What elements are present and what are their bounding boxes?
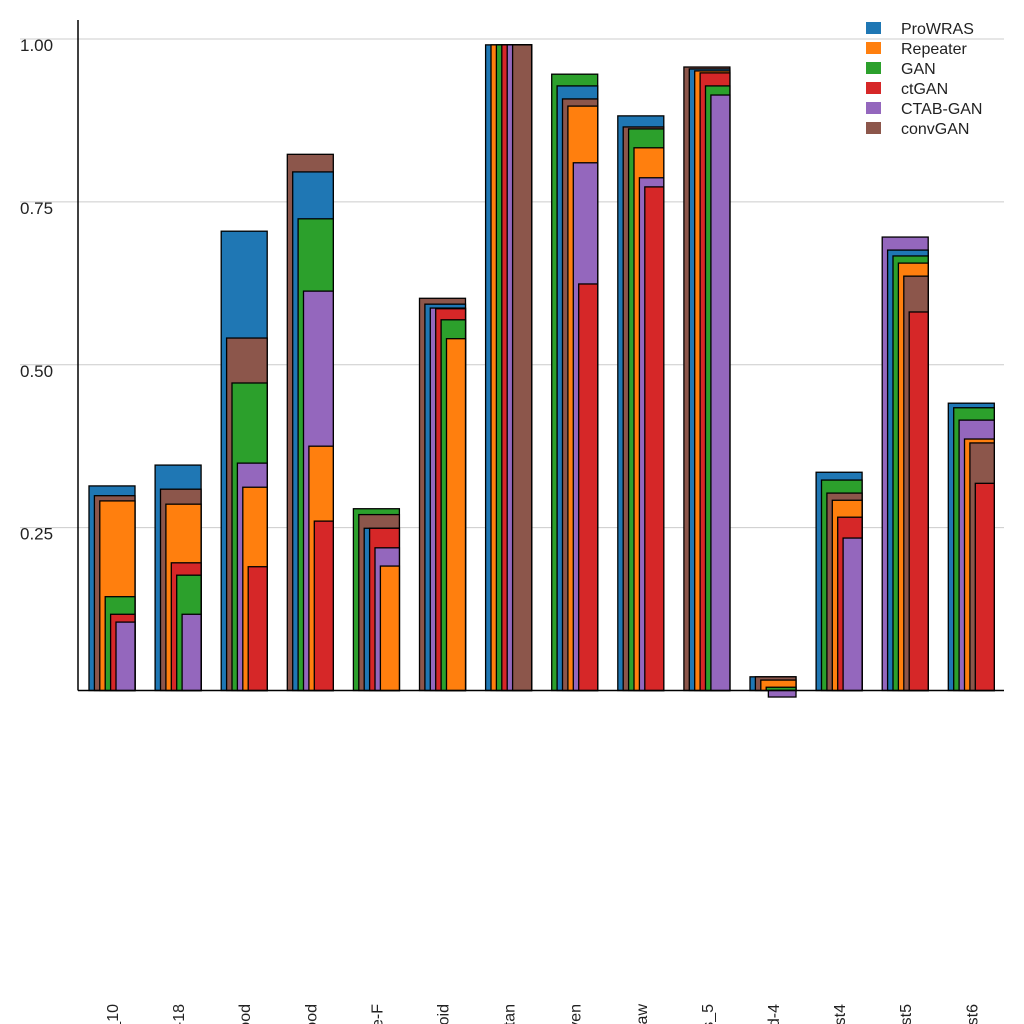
x-axis-labels: abalone_17_vs_7_8_9_10 abalone9-18 car_goo… [105, 1004, 981, 1024]
legend-swatch-Repeater [866, 42, 881, 54]
legend-swatch-convGAN [866, 122, 881, 134]
bar-group-kr-vs-k-zero-one_vs_draw [617, 115, 665, 692]
bar-group-abalone_17_vs_7_8_9_10 [88, 485, 136, 692]
x-tick-label: abalone9-18 [171, 1004, 188, 1024]
bar-CTAB-GAN [181, 613, 202, 692]
x-tick-label: winequality-red-4 [766, 1004, 783, 1024]
legend-label: GAN [901, 61, 936, 78]
bar-group-yeast6 [947, 402, 995, 692]
x-tick-label: yeast5 [898, 1004, 915, 1024]
y-tick-label: 0.75 [20, 199, 53, 218]
bar-group-shuttle-2_vs_5 [683, 66, 731, 692]
x-tick-label: yeast6 [964, 1004, 981, 1024]
x-tick-label: car-vgood [303, 1004, 320, 1024]
y-tick-label: 1.00 [20, 36, 53, 55]
y-tick-label: 0.25 [20, 525, 53, 544]
bar-group-abalone9-18 [154, 464, 202, 692]
bar-group-yeast5 [881, 236, 929, 692]
x-tick-label: hypothyroid [436, 1004, 453, 1024]
bar-Repeater [379, 565, 401, 692]
bar-ctGAN [313, 520, 334, 692]
bar-group-winequality-red-4 [749, 676, 797, 698]
bar-ctGAN [247, 566, 268, 692]
legend-swatch-GAN [866, 62, 881, 74]
bar-ctGAN [908, 311, 929, 692]
bar-group-kr-vs-k-three_vs_eleven [551, 73, 599, 692]
bar-group-hypothyroid [418, 297, 467, 692]
bar-CTAB-GAN [842, 537, 863, 692]
bar-ctGAN [974, 482, 995, 692]
legend-swatch-CTAB-GAN [866, 102, 881, 114]
bar-CTAB-GAN [115, 621, 136, 692]
y-axis-ticks: 0.25 0.50 0.75 1.00 [20, 36, 53, 544]
bar-group-yeast4 [815, 471, 863, 692]
bar-Repeater [445, 338, 467, 692]
bar-ctGAN [578, 283, 599, 692]
bar-group-car_good [220, 230, 268, 692]
legend: ProWRAS Repeater GAN ctGAN CTAB-GAN convGAN [866, 21, 982, 138]
x-tick-label: shuttle-2_vs_5 [700, 1004, 717, 1024]
bar-CTAB-GAN [710, 94, 731, 692]
legend-label: ProWRAS [901, 21, 974, 38]
legend-swatch-ctGAN [866, 82, 881, 94]
x-tick-label: flare-F [369, 1004, 386, 1024]
legend-label: ctGAN [901, 81, 948, 98]
legend-swatch-ProWRAS [866, 22, 881, 34]
bar-group-flare-F [352, 508, 401, 692]
x-tick-label: yeast4 [832, 1004, 849, 1024]
bars [88, 44, 995, 698]
y-tick-label: 0.50 [20, 362, 53, 381]
legend-label: convGAN [901, 121, 969, 138]
x-tick-label: kr-vs-k-zero-one_vs_draw [634, 1004, 651, 1024]
bar-CTAB-GAN [767, 689, 797, 698]
x-tick-label: abalone_17_vs_7_8_9_10 [105, 1004, 122, 1024]
bar-group-kddcup-guess_passwd_vs_satan [484, 44, 533, 692]
x-tick-label: car_good [237, 1004, 254, 1024]
bar-ctGAN [644, 186, 665, 692]
x-tick-label: kddcup-guess_passwd_vs_satan [502, 1004, 519, 1024]
legend-label: CTAB-GAN [901, 101, 982, 118]
bar-convGAN [511, 44, 533, 692]
bar-group-car-vgood [286, 153, 334, 692]
legend-label: Repeater [901, 41, 967, 58]
x-tick-label: kr-vs-k-three_vs_eleven [568, 1004, 585, 1024]
